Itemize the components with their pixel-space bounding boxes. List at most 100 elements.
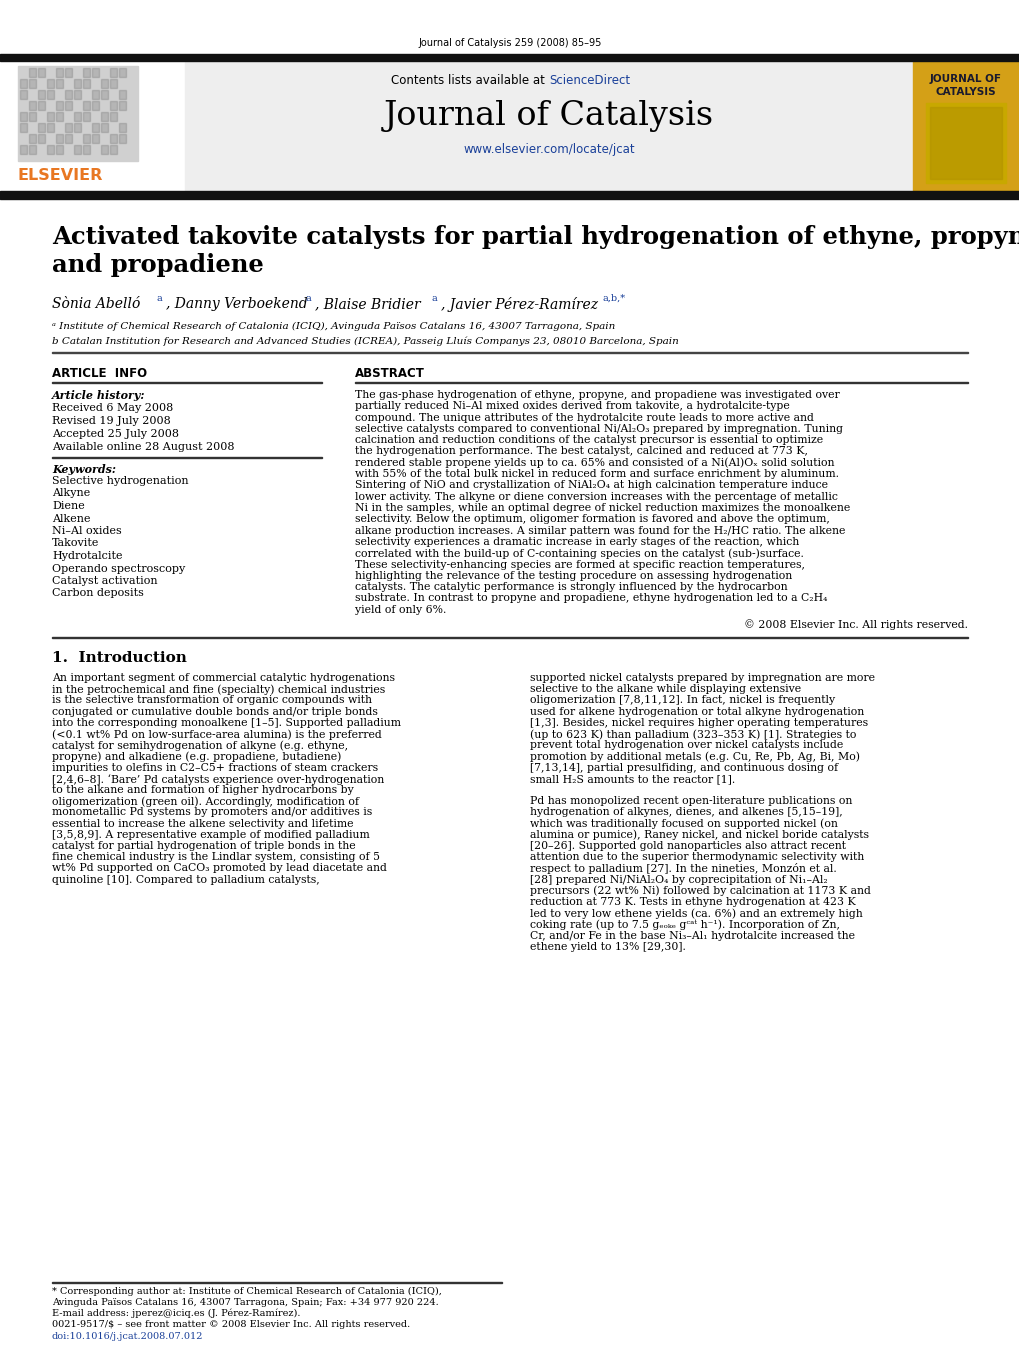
- Bar: [0, 54, 1019, 61]
- Text: selectivity experiences a dramatic increase in early stages of the reaction, whi: selectivity experiences a dramatic incre…: [355, 536, 799, 547]
- Bar: [74, 91, 81, 99]
- Bar: [92, 123, 99, 132]
- Text: to the alkane and formation of higher hydrocarbons by: to the alkane and formation of higher hy…: [52, 785, 354, 794]
- Text: Contents lists available at: Contents lists available at: [391, 74, 548, 86]
- Bar: [20, 78, 26, 88]
- Bar: [74, 123, 81, 132]
- Bar: [74, 112, 81, 122]
- Text: precursors (22 wt% Ni) followed by calcination at 1173 K and: precursors (22 wt% Ni) followed by calci…: [530, 886, 870, 896]
- Bar: [912, 61, 1019, 190]
- Text: ABSTRACT: ABSTRACT: [355, 367, 425, 380]
- Text: 0021-9517/$ – see front matter © 2008 Elsevier Inc. All rights reserved.: 0021-9517/$ – see front matter © 2008 El…: [52, 1320, 410, 1329]
- Text: selective to the alkane while displaying extensive: selective to the alkane while displaying…: [530, 684, 800, 694]
- Text: , Danny Verboekend: , Danny Verboekend: [166, 297, 308, 311]
- Text: Ni in the samples, while an optimal degree of nickel reduction maximizes the mon: Ni in the samples, while an optimal degr…: [355, 503, 850, 513]
- Text: prevent total hydrogenation over nickel catalysts include: prevent total hydrogenation over nickel …: [530, 740, 843, 750]
- Bar: [101, 78, 108, 88]
- Text: (up to 623 K) than palladium (323–353 K) [1]. Strategies to: (up to 623 K) than palladium (323–353 K)…: [530, 730, 856, 739]
- Bar: [110, 101, 117, 109]
- Text: Alkene: Alkene: [52, 513, 91, 523]
- Bar: [20, 145, 26, 154]
- Text: into the corresponding monoalkene [1–5]. Supported palladium: into the corresponding monoalkene [1–5].…: [52, 717, 400, 728]
- Bar: [65, 101, 72, 109]
- Bar: [29, 78, 36, 88]
- Bar: [29, 68, 36, 77]
- Text: Alkyne: Alkyne: [52, 489, 90, 499]
- Bar: [119, 101, 126, 109]
- Bar: [0, 61, 184, 190]
- Text: Sònia Abelló: Sònia Abelló: [52, 297, 141, 311]
- Bar: [110, 78, 117, 88]
- Text: a,b,*: a,b,*: [602, 295, 626, 303]
- Text: oligomerization (green oil). Accordingly, modification of: oligomerization (green oil). Accordingly…: [52, 796, 359, 807]
- Text: essential to increase the alkene selectivity and lifetime: essential to increase the alkene selecti…: [52, 819, 354, 828]
- Bar: [184, 61, 912, 190]
- Bar: [83, 78, 90, 88]
- Bar: [119, 91, 126, 99]
- Text: [7,13,14], partial presulfiding, and continuous dosing of: [7,13,14], partial presulfiding, and con…: [530, 762, 838, 773]
- Text: partially reduced Ni–Al mixed oxides derived from takovite, a hydrotalcite-type: partially reduced Ni–Al mixed oxides der…: [355, 401, 789, 411]
- Text: correlated with the build-up of C-containing species on the catalyst (sub-)surfa: correlated with the build-up of C-contai…: [355, 549, 803, 559]
- Bar: [29, 101, 36, 109]
- Text: impurities to olefins in C2–C5+ fractions of steam crackers: impurities to olefins in C2–C5+ fraction…: [52, 762, 378, 773]
- Bar: [18, 66, 138, 161]
- Text: led to very low ethene yields (ca. 6%) and an extremely high: led to very low ethene yields (ca. 6%) a…: [530, 908, 862, 919]
- Text: * Corresponding author at: Institute of Chemical Research of Catalonia (ICIQ),: * Corresponding author at: Institute of …: [52, 1288, 441, 1296]
- Text: [20–26]. Supported gold nanoparticles also attract recent: [20–26]. Supported gold nanoparticles al…: [530, 842, 845, 851]
- Bar: [119, 123, 126, 132]
- Bar: [56, 68, 63, 77]
- Text: An important segment of commercial catalytic hydrogenations: An important segment of commercial catal…: [52, 673, 394, 684]
- Text: rendered stable propene yields up to ca. 65% and consisted of a Ni(Al)Oₓ solid s: rendered stable propene yields up to ca.…: [355, 458, 834, 469]
- Text: propyne) and alkadiene (e.g. propadiene, butadiene): propyne) and alkadiene (e.g. propadiene,…: [52, 751, 341, 762]
- Bar: [29, 112, 36, 122]
- Text: , Blaise Bridier: , Blaise Bridier: [315, 297, 420, 311]
- Text: substrate. In contrast to propyne and propadiene, ethyne hydrogenation led to a : substrate. In contrast to propyne and pr…: [355, 593, 826, 604]
- Bar: [47, 145, 54, 154]
- Bar: [119, 134, 126, 143]
- Text: catalyst for partial hydrogenation of triple bonds in the: catalyst for partial hydrogenation of tr…: [52, 842, 356, 851]
- Text: wt% Pd supported on CaCO₃ promoted by lead diacetate and: wt% Pd supported on CaCO₃ promoted by le…: [52, 863, 386, 873]
- Text: E-mail address: jperez@iciq.es (J. Pérez-Ramírez).: E-mail address: jperez@iciq.es (J. Pérez…: [52, 1309, 301, 1319]
- Bar: [101, 123, 108, 132]
- Bar: [56, 145, 63, 154]
- Bar: [101, 145, 108, 154]
- Text: monometallic Pd systems by promoters and/or additives is: monometallic Pd systems by promoters and…: [52, 808, 372, 817]
- Bar: [929, 107, 1001, 178]
- Text: ethene yield to 13% [29,30].: ethene yield to 13% [29,30].: [530, 942, 685, 952]
- Bar: [92, 68, 99, 77]
- Text: Ni–Al oxides: Ni–Al oxides: [52, 526, 121, 536]
- Bar: [110, 145, 117, 154]
- Text: Operando spectroscopy: Operando spectroscopy: [52, 563, 185, 574]
- Text: hydrogenation of alkynes, dienes, and alkenes [5,15–19],: hydrogenation of alkynes, dienes, and al…: [530, 808, 842, 817]
- Text: JOURNAL OF: JOURNAL OF: [929, 74, 1001, 84]
- Text: conjugated or cumulative double bonds and/or triple bonds: conjugated or cumulative double bonds an…: [52, 707, 377, 716]
- Text: Available online 28 August 2008: Available online 28 August 2008: [52, 442, 234, 453]
- Bar: [110, 68, 117, 77]
- Bar: [38, 101, 45, 109]
- Text: small H₂S amounts to the reactor [1].: small H₂S amounts to the reactor [1].: [530, 774, 735, 784]
- Text: catalyst for semihydrogenation of alkyne (e.g. ethyne,: catalyst for semihydrogenation of alkyne…: [52, 740, 347, 751]
- Text: Accepted 25 July 2008: Accepted 25 July 2008: [52, 430, 178, 439]
- Text: compound. The unique attributes of the hydrotalcite route leads to more active a: compound. The unique attributes of the h…: [355, 412, 813, 423]
- Text: a: a: [432, 295, 437, 303]
- Text: calcination and reduction conditions of the catalyst precursor is essential to o: calcination and reduction conditions of …: [355, 435, 822, 446]
- Text: Keywords:: Keywords:: [52, 463, 116, 476]
- Bar: [47, 78, 54, 88]
- Text: Carbon deposits: Carbon deposits: [52, 589, 144, 598]
- Bar: [56, 112, 63, 122]
- Bar: [74, 78, 81, 88]
- Bar: [83, 145, 90, 154]
- Text: coking rate (up to 7.5 gₑₒₖₑ gᶜᵃᵗ h⁻¹). Incorporation of Zn,: coking rate (up to 7.5 gₑₒₖₑ gᶜᵃᵗ h⁻¹). …: [530, 920, 840, 929]
- Bar: [65, 123, 72, 132]
- Text: respect to palladium [27]. In the nineties, Monzón et al.: respect to palladium [27]. In the nineti…: [530, 863, 836, 874]
- Text: alumina or pumice), Raney nickel, and nickel boride catalysts: alumina or pumice), Raney nickel, and ni…: [530, 830, 868, 840]
- Text: a: a: [306, 295, 312, 303]
- Text: ELSEVIER: ELSEVIER: [18, 168, 103, 182]
- Text: , Javier Pérez-Ramírez: , Javier Pérez-Ramírez: [440, 297, 597, 312]
- Bar: [65, 91, 72, 99]
- Text: www.elsevier.com/locate/jcat: www.elsevier.com/locate/jcat: [463, 143, 634, 155]
- Bar: [83, 101, 90, 109]
- Text: © 2008 Elsevier Inc. All rights reserved.: © 2008 Elsevier Inc. All rights reserved…: [743, 619, 967, 630]
- Bar: [92, 134, 99, 143]
- Text: oligomerization [7,8,11,12]. In fact, nickel is frequently: oligomerization [7,8,11,12]. In fact, ni…: [530, 696, 835, 705]
